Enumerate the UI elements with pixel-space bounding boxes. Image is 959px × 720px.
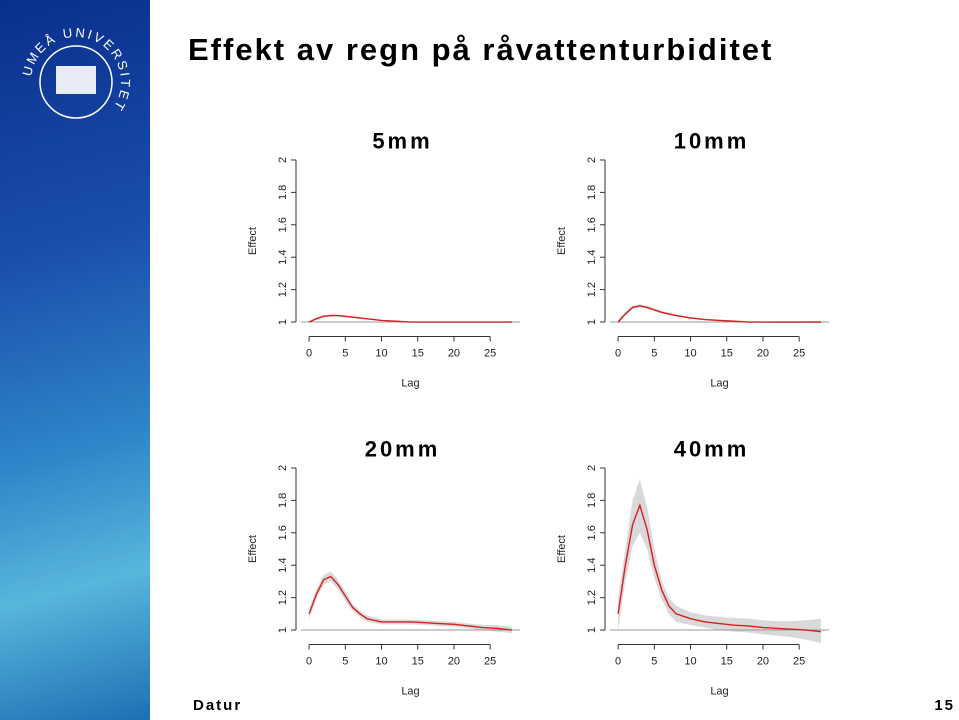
x-tick-label: 25 bbox=[793, 347, 805, 359]
x-tick-label: 10 bbox=[375, 347, 387, 359]
x-tick-label: 20 bbox=[757, 347, 769, 359]
y-tick-label: 1.2 bbox=[586, 282, 598, 297]
x-tick-label: 25 bbox=[793, 655, 805, 667]
confidence-band bbox=[309, 571, 512, 634]
y-tick-label: 1 bbox=[277, 319, 289, 325]
x-tick-label: 15 bbox=[412, 347, 424, 359]
x-axis-label: Lag bbox=[401, 685, 419, 697]
y-tick-label: 1.2 bbox=[277, 590, 289, 605]
x-axis-label: Lag bbox=[710, 377, 728, 389]
footer: Datur bbox=[193, 697, 242, 714]
chart-title: 40mm bbox=[674, 436, 750, 461]
confidence-band bbox=[618, 479, 821, 643]
x-axis-label: Lag bbox=[401, 377, 419, 389]
x-tick-label: 15 bbox=[412, 655, 424, 667]
y-tick-label: 1.8 bbox=[586, 493, 598, 508]
x-tick-label: 5 bbox=[651, 655, 657, 667]
x-tick-label: 5 bbox=[342, 347, 348, 359]
x-tick-label: 10 bbox=[375, 655, 387, 667]
y-tick-label: 1.4 bbox=[277, 250, 289, 265]
y-tick-label: 1 bbox=[277, 627, 289, 633]
y-tick-label: 2 bbox=[586, 157, 598, 163]
x-tick-label: 20 bbox=[448, 655, 460, 667]
y-tick-label: 1 bbox=[586, 319, 598, 325]
side-strip bbox=[0, 0, 150, 720]
y-tick-label: 1 bbox=[586, 627, 598, 633]
page-number: 15 bbox=[934, 697, 955, 714]
x-tick-label: 0 bbox=[615, 347, 621, 359]
y-tick-label: 1.6 bbox=[586, 217, 598, 232]
y-tick-label: 1.8 bbox=[586, 185, 598, 200]
chart: 5mm 1 1.2 1.4 1.6 1.8 2 Effect 0 5 10 15 20 25 Lag bbox=[247, 128, 520, 389]
y-tick-label: 1.4 bbox=[586, 558, 598, 573]
chart: 10mm 1 1.2 1.4 1.6 1.8 2 Effect 0 5 10 15 20 25 Lag bbox=[556, 128, 829, 389]
y-tick-label: 2 bbox=[277, 465, 289, 471]
y-tick-label: 1.2 bbox=[277, 282, 289, 297]
logo: UMEÅ UNIVERSITET bbox=[20, 25, 130, 119]
y-tick-label: 1.8 bbox=[277, 185, 289, 200]
x-tick-label: 10 bbox=[684, 347, 696, 359]
x-tick-label: 25 bbox=[484, 655, 496, 667]
chart-title: 5mm bbox=[372, 128, 432, 153]
x-tick-label: 0 bbox=[306, 347, 312, 359]
x-tick-label: 10 bbox=[684, 655, 696, 667]
chart-title: 10mm bbox=[674, 128, 750, 153]
x-tick-label: 15 bbox=[721, 347, 733, 359]
y-tick-label: 1.6 bbox=[586, 525, 598, 540]
chart-title: 20mm bbox=[365, 436, 441, 461]
y-tick-label: 1.8 bbox=[277, 493, 289, 508]
x-tick-label: 20 bbox=[757, 655, 769, 667]
y-axis-label: Effect bbox=[247, 227, 259, 255]
effect-line bbox=[617, 305, 821, 323]
y-axis-label: Effect bbox=[247, 535, 259, 563]
x-tick-label: 20 bbox=[448, 347, 460, 359]
chart: 20mm 1 1.2 1.4 1.6 1.8 2 Effect 0 5 10 15 20 25 Lag bbox=[247, 436, 520, 697]
y-tick-label: 2 bbox=[277, 157, 289, 163]
y-tick-label: 1.4 bbox=[277, 558, 289, 573]
x-tick-label: 15 bbox=[721, 655, 733, 667]
x-tick-label: 5 bbox=[342, 655, 348, 667]
y-tick-label: 2 bbox=[586, 465, 598, 471]
y-tick-label: 1.6 bbox=[277, 217, 289, 232]
x-tick-label: 25 bbox=[484, 347, 496, 359]
effect-line bbox=[308, 314, 512, 323]
x-axis-label: Lag bbox=[710, 685, 728, 697]
x-tick-label: 5 bbox=[651, 347, 657, 359]
y-tick-label: 1.6 bbox=[277, 525, 289, 540]
effect-line bbox=[617, 503, 821, 633]
y-axis-label: Effect bbox=[556, 227, 568, 255]
slide-title: Effekt av regn på råvattenturbiditet bbox=[188, 32, 773, 67]
y-axis-label: Effect bbox=[556, 535, 568, 563]
effect-line bbox=[308, 575, 512, 631]
y-tick-label: 1.2 bbox=[586, 590, 598, 605]
y-tick-label: 1.4 bbox=[586, 250, 598, 265]
chart: 40mm 1 1.2 1.4 1.6 1.8 2 Effect 0 5 10 15 20 25 Lag bbox=[556, 436, 829, 697]
x-tick-label: 0 bbox=[615, 655, 621, 667]
x-tick-label: 0 bbox=[306, 655, 312, 667]
